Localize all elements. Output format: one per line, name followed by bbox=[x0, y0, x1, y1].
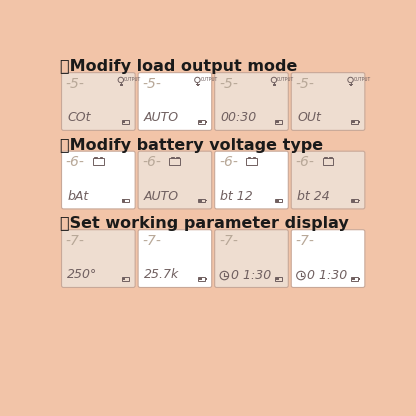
Text: -7-: -7- bbox=[66, 234, 85, 248]
Text: 0 1:30: 0 1:30 bbox=[230, 269, 271, 282]
Text: bAt: bAt bbox=[67, 190, 89, 203]
Bar bbox=[198, 277, 205, 281]
Text: ⓖModify load output mode: ⓖModify load output mode bbox=[60, 59, 297, 74]
Text: COt: COt bbox=[67, 111, 91, 124]
Bar bbox=[121, 277, 129, 281]
Bar bbox=[94, 156, 97, 158]
Bar bbox=[199, 199, 202, 202]
Bar bbox=[351, 120, 358, 124]
Text: -5-: -5- bbox=[66, 77, 85, 91]
Bar bbox=[275, 121, 279, 123]
Text: -7-: -7- bbox=[219, 234, 238, 248]
Bar bbox=[275, 277, 282, 281]
Bar bbox=[275, 199, 279, 202]
FancyBboxPatch shape bbox=[138, 151, 212, 209]
Text: OUTPUT: OUTPUT bbox=[277, 77, 294, 82]
Bar bbox=[121, 120, 129, 124]
FancyBboxPatch shape bbox=[62, 230, 135, 287]
Bar bbox=[93, 158, 104, 165]
Bar bbox=[358, 121, 360, 123]
Bar bbox=[275, 120, 282, 124]
Text: 250°: 250° bbox=[67, 268, 98, 281]
Bar bbox=[122, 199, 126, 202]
Text: OUTPUT: OUTPUT bbox=[124, 77, 141, 82]
Bar bbox=[198, 120, 205, 124]
Bar bbox=[329, 156, 332, 158]
Bar bbox=[129, 200, 130, 201]
Bar bbox=[99, 156, 102, 158]
Bar bbox=[121, 198, 129, 202]
Bar bbox=[169, 158, 181, 165]
Text: bt 24: bt 24 bbox=[297, 190, 330, 203]
Bar bbox=[205, 121, 206, 123]
Text: 25.7k: 25.7k bbox=[144, 268, 179, 281]
Bar bbox=[171, 156, 174, 158]
Text: ⓗModify battery voltage type: ⓗModify battery voltage type bbox=[60, 138, 323, 153]
Bar bbox=[352, 278, 355, 280]
FancyBboxPatch shape bbox=[138, 73, 212, 130]
Bar bbox=[352, 199, 355, 202]
Text: -7-: -7- bbox=[295, 234, 314, 248]
Text: -6-: -6- bbox=[66, 156, 85, 169]
Bar bbox=[122, 278, 126, 280]
Bar bbox=[246, 158, 257, 165]
FancyBboxPatch shape bbox=[62, 73, 135, 130]
Bar bbox=[253, 156, 255, 158]
Bar bbox=[351, 277, 358, 281]
Bar bbox=[205, 200, 206, 201]
Bar bbox=[275, 198, 282, 202]
Text: ⓘSet working parameter display: ⓘSet working parameter display bbox=[60, 216, 349, 231]
Text: -5-: -5- bbox=[142, 77, 161, 91]
FancyBboxPatch shape bbox=[215, 73, 288, 130]
FancyBboxPatch shape bbox=[291, 230, 365, 287]
Bar bbox=[198, 198, 205, 202]
Bar bbox=[324, 156, 327, 158]
Bar bbox=[199, 278, 202, 280]
Text: -6-: -6- bbox=[295, 156, 314, 169]
FancyBboxPatch shape bbox=[62, 151, 135, 209]
Bar bbox=[199, 121, 202, 123]
FancyBboxPatch shape bbox=[215, 151, 288, 209]
FancyBboxPatch shape bbox=[291, 151, 365, 209]
FancyBboxPatch shape bbox=[215, 230, 288, 287]
Text: OUTPUT: OUTPUT bbox=[354, 77, 371, 82]
Text: AUTO: AUTO bbox=[144, 190, 179, 203]
Text: -7-: -7- bbox=[142, 234, 161, 248]
Text: -6-: -6- bbox=[142, 156, 161, 169]
Bar bbox=[122, 121, 126, 123]
Bar bbox=[129, 278, 130, 280]
Bar bbox=[129, 121, 130, 123]
Text: -5-: -5- bbox=[219, 77, 238, 91]
Bar bbox=[282, 278, 283, 280]
Text: OUTPUT: OUTPUT bbox=[201, 77, 218, 82]
Bar bbox=[275, 278, 279, 280]
Text: OUt: OUt bbox=[297, 111, 321, 124]
Bar bbox=[205, 278, 206, 280]
Bar bbox=[351, 198, 358, 202]
FancyBboxPatch shape bbox=[138, 230, 212, 287]
Bar bbox=[248, 156, 250, 158]
Bar bbox=[358, 278, 360, 280]
Bar bbox=[323, 158, 334, 165]
Text: 00:30: 00:30 bbox=[220, 111, 257, 124]
Text: -6-: -6- bbox=[219, 156, 238, 169]
Bar bbox=[352, 121, 355, 123]
Text: -5-: -5- bbox=[295, 77, 314, 91]
Bar bbox=[282, 121, 283, 123]
Bar bbox=[176, 156, 179, 158]
Text: bt 12: bt 12 bbox=[220, 190, 253, 203]
FancyBboxPatch shape bbox=[291, 73, 365, 130]
Bar bbox=[358, 200, 360, 201]
Text: 0 1:30: 0 1:30 bbox=[307, 269, 347, 282]
Bar bbox=[282, 200, 283, 201]
Text: AUTO: AUTO bbox=[144, 111, 179, 124]
